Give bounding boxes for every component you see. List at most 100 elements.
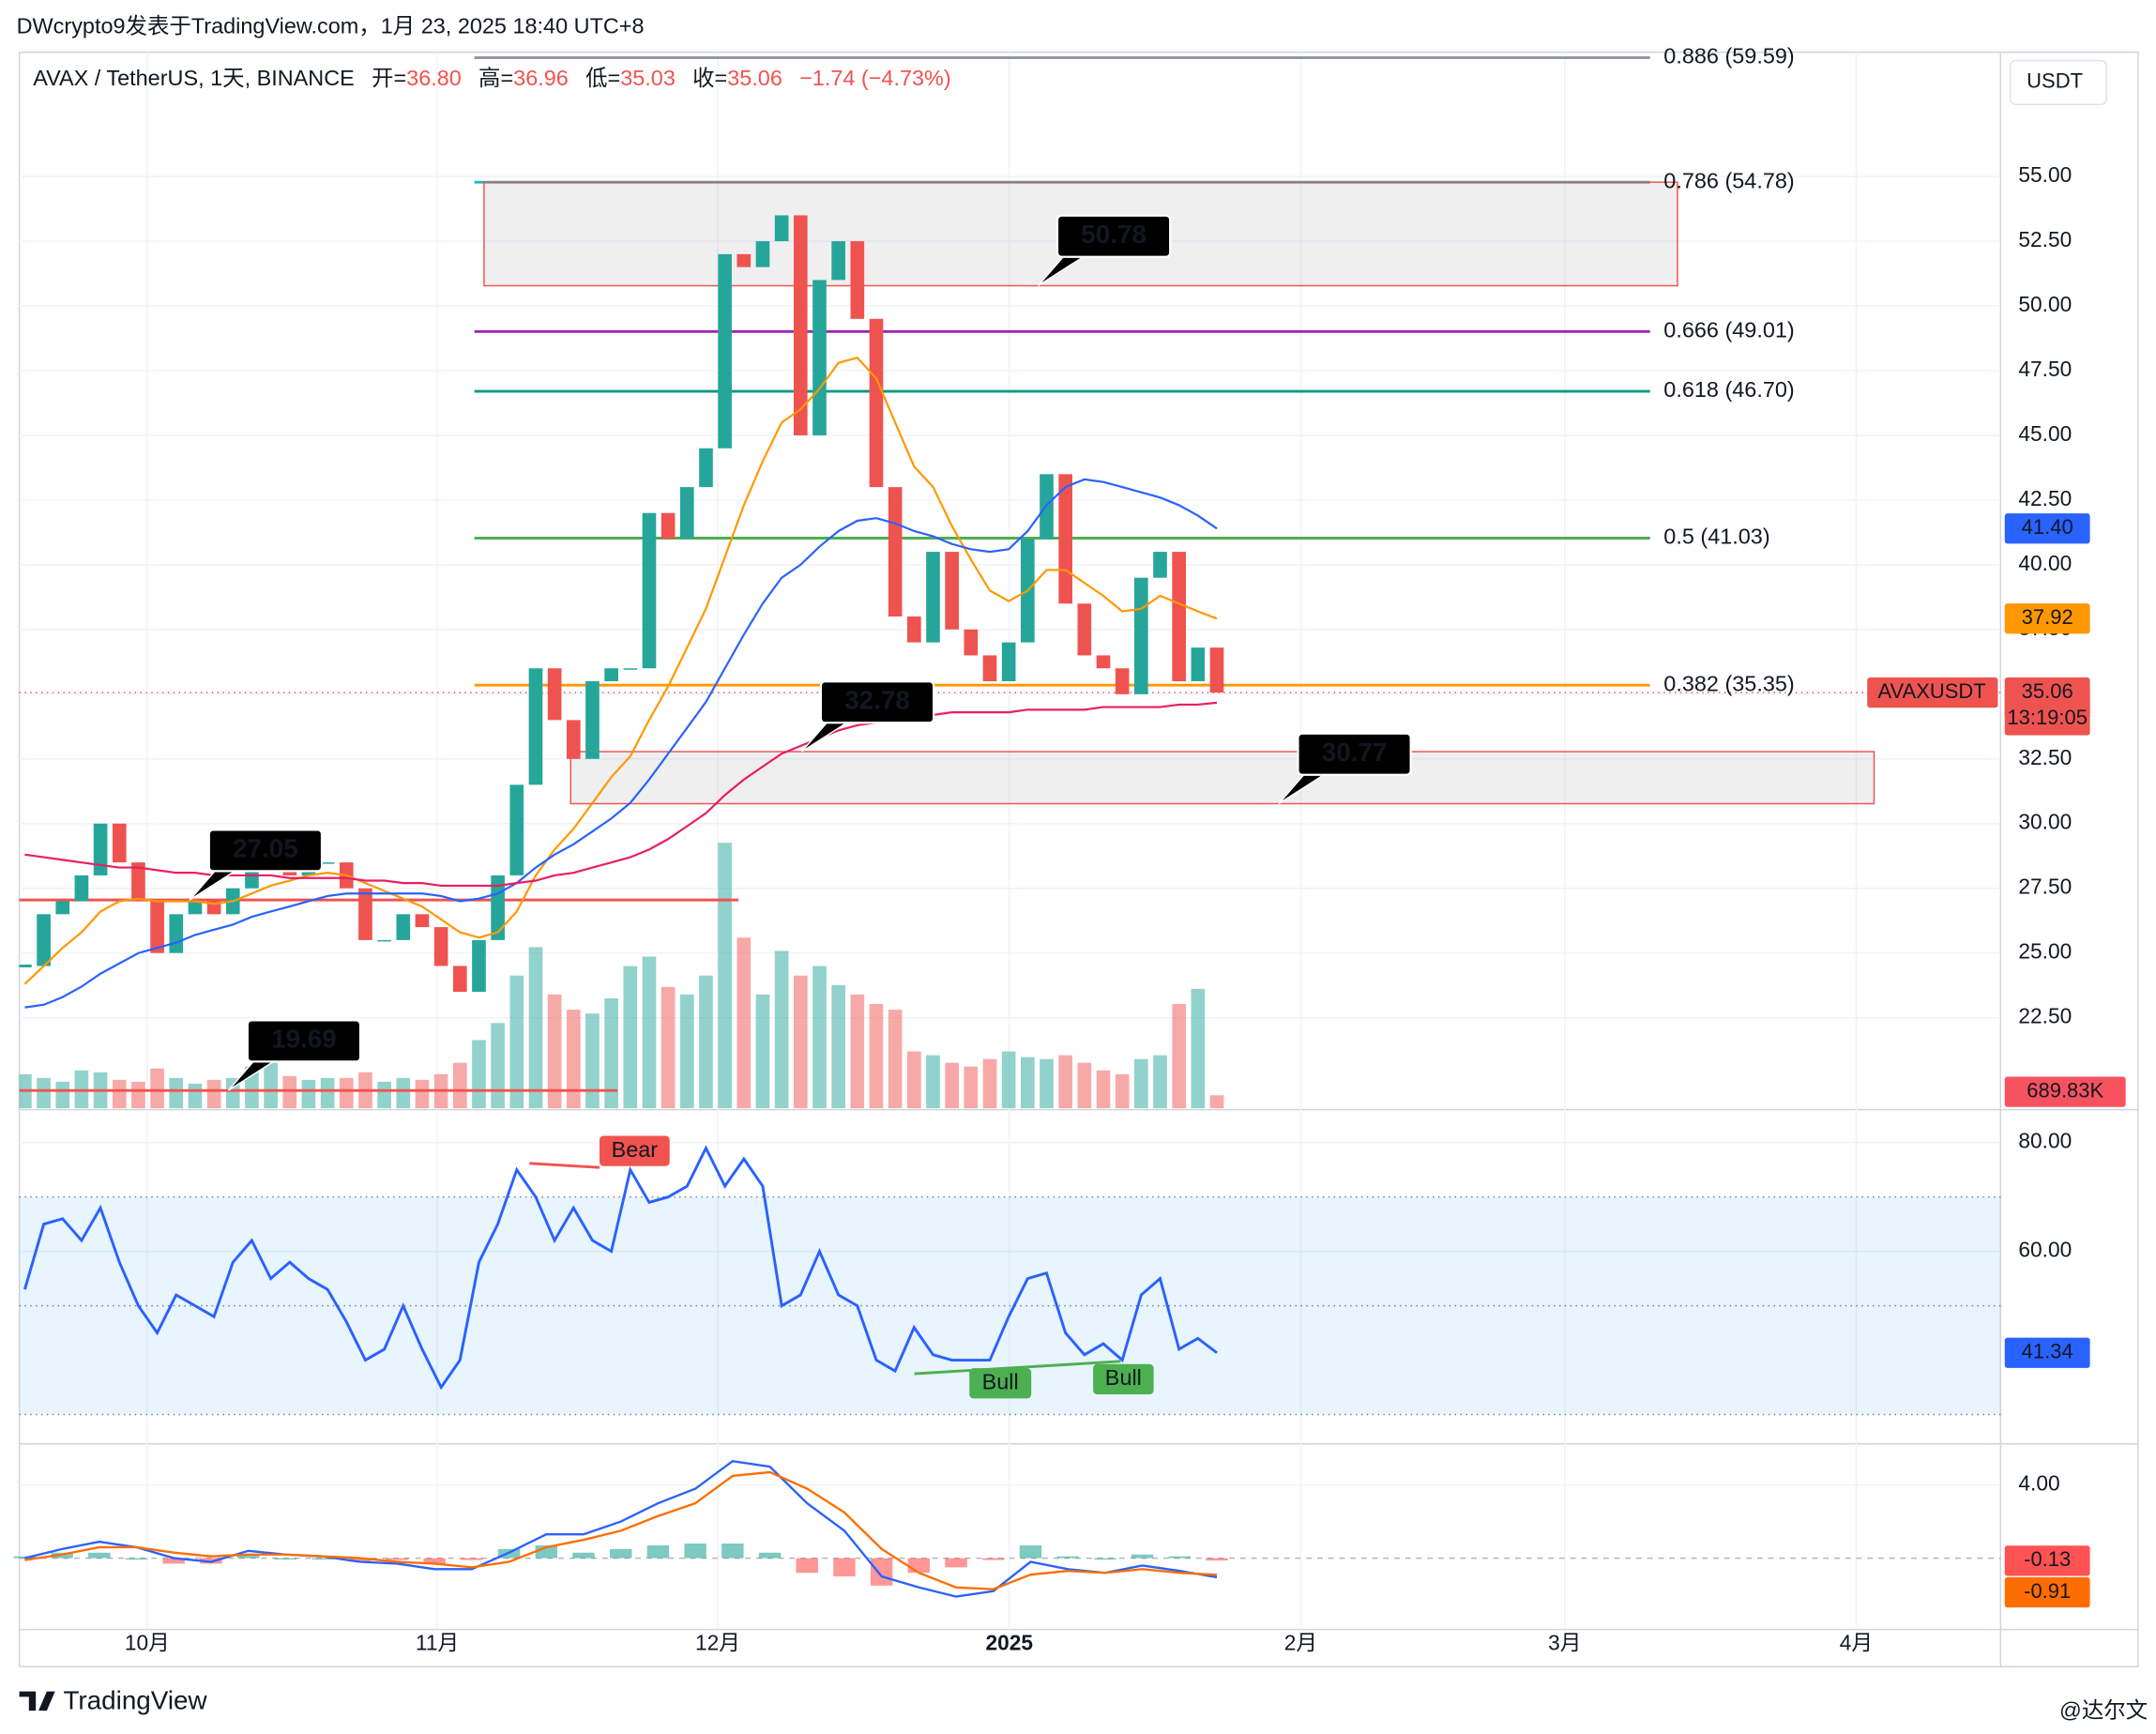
- candle: [131, 862, 145, 902]
- callout-label: 30.77: [1322, 738, 1388, 767]
- volume-bar: [774, 951, 789, 1109]
- macd-histogram-bar: [349, 1558, 372, 1562]
- y-tick-label: 47.50: [2018, 357, 2072, 381]
- volume-bar: [982, 1058, 997, 1109]
- macd-histogram-bar: [572, 1552, 595, 1559]
- macd-histogram-bar: [684, 1544, 706, 1559]
- volume-bar: [566, 1010, 581, 1109]
- candle: [452, 966, 467, 993]
- signal-line: [24, 1470, 1218, 1590]
- volume-bar: [1001, 1051, 1016, 1109]
- volume-bar: [945, 1062, 959, 1109]
- volume-bar: [491, 1023, 505, 1109]
- candle: [566, 720, 581, 759]
- candle: [604, 668, 618, 682]
- moving-average: [23, 356, 1218, 985]
- volume-bar: [452, 1062, 467, 1109]
- candle: [736, 253, 752, 267]
- x-tick-label: 11月: [416, 1631, 459, 1655]
- volume-bar: [131, 1081, 145, 1109]
- macd-histogram-bar: [609, 1548, 632, 1559]
- candle: [188, 901, 203, 915]
- currency-button[interactable]: [2009, 59, 2107, 106]
- ohlc-value: 35.06: [727, 66, 782, 90]
- frame: [18, 51, 2139, 1667]
- attribution: DWcrypto9发表于TradingView.com，1月 23, 2025 …: [17, 13, 645, 38]
- callout-box: [246, 1019, 362, 1063]
- volume-bar: [169, 1077, 184, 1109]
- symbol-badge-label: AVAXUSDT: [1877, 679, 1985, 703]
- divergence-tag: [600, 1135, 670, 1166]
- macd-histogram-bar: [236, 1554, 260, 1559]
- y-tick-label: 22.50: [2018, 1004, 2072, 1028]
- candle: [869, 318, 884, 488]
- volume-bar: [37, 1077, 51, 1109]
- callout-label: 27.05: [233, 834, 298, 863]
- volume-bar: [1096, 1070, 1111, 1109]
- volume-bar: [755, 994, 770, 1109]
- macd-histogram-bar: [721, 1544, 744, 1559]
- macd-histogram-bar: [796, 1558, 818, 1574]
- volume-bar: [1058, 1055, 1072, 1109]
- rsi-line: [23, 1145, 1218, 1391]
- y-tick-label: 52.50: [2018, 227, 2072, 251]
- x-tick-label: 10月: [125, 1631, 170, 1655]
- volume-bar: [320, 1077, 335, 1109]
- price-badge: [2004, 1545, 2090, 1576]
- fib-label: 0.786 (54.78): [1663, 168, 1794, 192]
- candle: [415, 914, 430, 928]
- candle: [509, 784, 524, 875]
- ohlc-label: 收=: [692, 66, 727, 90]
- price-badge-label: 37.92: [2022, 605, 2073, 629]
- macd-histogram-bar: [758, 1552, 782, 1559]
- macd-histogram-bar: [461, 1558, 483, 1560]
- y-tick-label: 42.50: [2018, 486, 2072, 510]
- ohlc-label: 高=: [478, 66, 513, 90]
- candle: [850, 241, 865, 319]
- macd-histogram-bar: [646, 1544, 670, 1559]
- candle: [19, 965, 32, 967]
- bear-divergence: [529, 1162, 600, 1169]
- price-badge-label: 41.40: [2022, 515, 2073, 539]
- volume-bar: [301, 1079, 316, 1109]
- volume-bar: [150, 1068, 164, 1109]
- candle: [926, 552, 940, 643]
- macd-histogram-bar: [423, 1558, 446, 1564]
- x-tick-label: 4月: [1840, 1631, 1873, 1655]
- price-badge-label: 35.06: [2022, 679, 2073, 703]
- price-badge: [2004, 603, 2090, 634]
- y-tick-label: 45.00: [2018, 421, 2072, 446]
- symbol-badge: [1867, 677, 1998, 708]
- candle: [964, 629, 979, 656]
- y-tick-label: 60.00: [2018, 1238, 2072, 1262]
- macd-histogram-bar: [88, 1552, 111, 1559]
- volume-bar: [472, 1040, 486, 1109]
- price-badge-label: -0.13: [2024, 1547, 2071, 1571]
- macd-histogram-bar: [907, 1558, 931, 1574]
- candle: [718, 253, 732, 449]
- candle: [755, 241, 770, 267]
- volume-bar: [1153, 1055, 1167, 1109]
- candle: [642, 512, 657, 669]
- callout-label: 32.78: [844, 686, 910, 715]
- volume-bar: [906, 1051, 921, 1109]
- candle: [206, 901, 221, 915]
- y-tick-label: 25.00: [2018, 939, 2072, 964]
- currency[interactable]: USDT: [2027, 69, 2083, 93]
- moving-average: [24, 478, 1218, 1009]
- volume-bar: [396, 1077, 411, 1109]
- price-badge: [2004, 677, 2090, 736]
- price-badge: [2004, 1337, 2090, 1368]
- lower-panes: [13, 1145, 2001, 1598]
- candle: [585, 681, 600, 759]
- candle: [812, 280, 827, 435]
- volume-bar: [1191, 988, 1206, 1109]
- candle: [679, 487, 694, 540]
- volume-bar: [509, 975, 524, 1109]
- candle: [1172, 552, 1187, 682]
- volume-bar: [793, 975, 808, 1109]
- candle: [528, 668, 543, 785]
- candle: [55, 901, 70, 915]
- fib-label: 0.382 (35.35): [1663, 671, 1794, 695]
- candle: [906, 616, 921, 643]
